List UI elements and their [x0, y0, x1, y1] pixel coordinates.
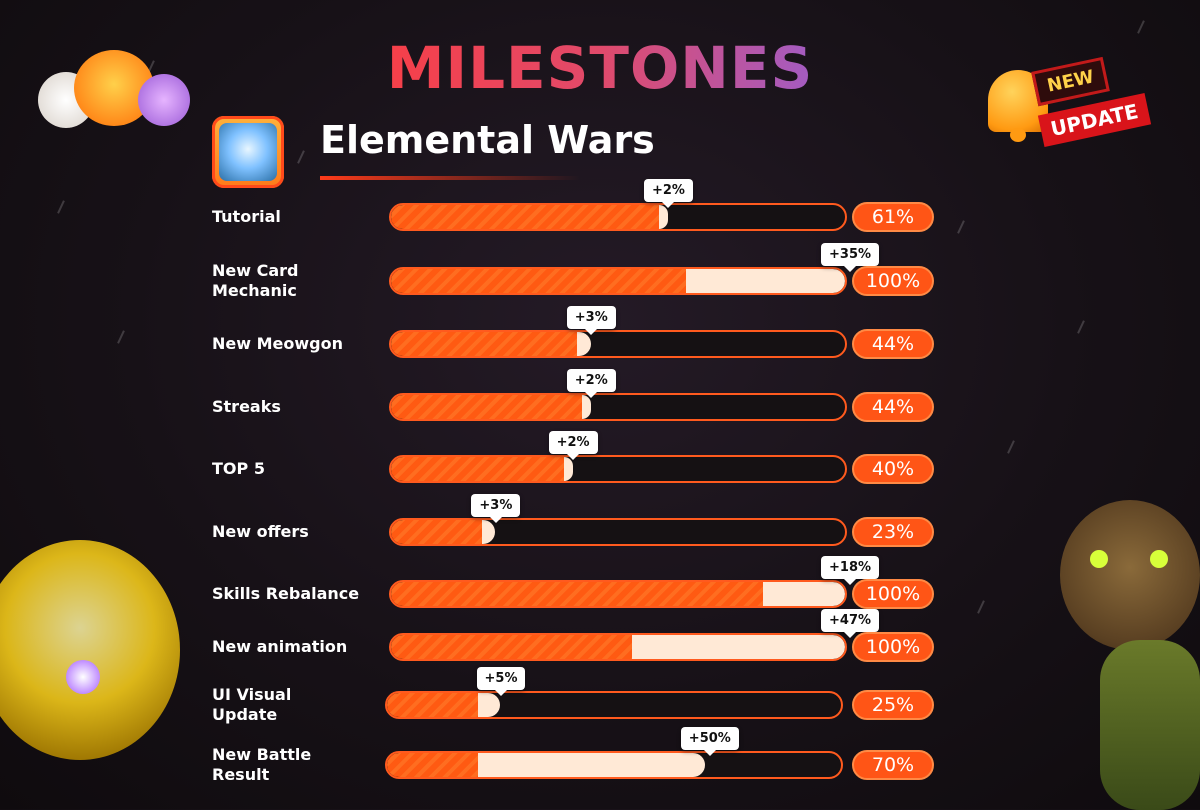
milestone-label: New Meowgon — [212, 334, 343, 353]
lightning-creature-illustration — [0, 490, 190, 809]
increase-tooltip: +50% — [680, 727, 739, 756]
progress-increase — [763, 582, 845, 606]
increase-tooltip: +3% — [566, 306, 616, 335]
milestone-label: New animation — [212, 637, 348, 656]
title-underline — [320, 176, 580, 180]
percent-badge: 100% — [852, 579, 934, 609]
increase-tooltip: +18% — [821, 556, 880, 585]
percent-badge: 44% — [852, 329, 934, 359]
progress-fill — [391, 457, 564, 481]
percent-badge: 25% — [852, 690, 934, 720]
increase-tooltip: +2% — [643, 179, 693, 208]
progress-fill — [391, 395, 582, 419]
progress-track — [389, 518, 847, 546]
progress-fill — [391, 332, 578, 356]
progress-track — [385, 751, 843, 779]
progress-increase — [481, 520, 496, 544]
progress-fill — [391, 635, 632, 659]
new-update-badge: NEW UPDATE — [980, 56, 1170, 168]
progress-track — [389, 580, 847, 608]
progress-track — [389, 203, 847, 231]
percent-badge: 40% — [852, 454, 934, 484]
increase-tooltip: +3% — [471, 494, 521, 523]
progress-fill — [387, 753, 478, 777]
badge-new-label: NEW — [1031, 56, 1111, 107]
progress-track — [385, 691, 843, 719]
progress-increase — [631, 635, 845, 659]
milestone-label: New offers — [212, 522, 309, 541]
milestone-label: Streaks — [212, 397, 281, 416]
forest-creature-illustration — [1040, 430, 1200, 810]
page-title: MILESTONES — [0, 34, 1200, 102]
percent-badge: 61% — [852, 202, 934, 232]
progress-increase — [477, 693, 501, 717]
progress-track — [389, 455, 847, 483]
milestone-label: UI Visual Update — [212, 685, 292, 724]
increase-tooltip: +47% — [821, 609, 880, 638]
game-title: Elemental Wars — [320, 118, 655, 162]
percent-badge: 44% — [852, 392, 934, 422]
progress-increase — [581, 395, 591, 419]
increase-tooltip: +2% — [566, 369, 616, 398]
milestone-label: New Battle Result — [212, 745, 312, 784]
increase-tooltip: +5% — [476, 667, 526, 696]
progress-track — [389, 330, 847, 358]
progress-fill — [391, 269, 687, 293]
percent-badge: 23% — [852, 517, 934, 547]
increase-tooltip: +2% — [548, 431, 598, 460]
increase-tooltip: +35% — [821, 243, 880, 272]
progress-fill — [391, 582, 764, 606]
progress-track — [389, 633, 847, 661]
percent-badge: 70% — [852, 750, 934, 780]
milestone-label: Skills Rebalance — [212, 584, 360, 603]
progress-track — [389, 267, 847, 295]
progress-track — [389, 393, 847, 421]
percent-badge: 100% — [852, 266, 934, 296]
progress-fill — [391, 520, 482, 544]
progress-increase — [563, 457, 573, 481]
progress-increase — [577, 332, 591, 356]
creature-group-illustration — [38, 34, 198, 134]
milestone-label: Tutorial — [212, 207, 281, 226]
progress-fill — [387, 693, 478, 717]
milestone-label: TOP 5 — [212, 459, 265, 478]
progress-increase — [686, 269, 845, 293]
milestone-label: New Card Mechanic — [212, 261, 299, 300]
percent-badge: 100% — [852, 632, 934, 662]
progress-increase — [658, 205, 668, 229]
progress-increase — [477, 753, 705, 777]
game-icon — [212, 116, 284, 188]
progress-fill — [391, 205, 659, 229]
